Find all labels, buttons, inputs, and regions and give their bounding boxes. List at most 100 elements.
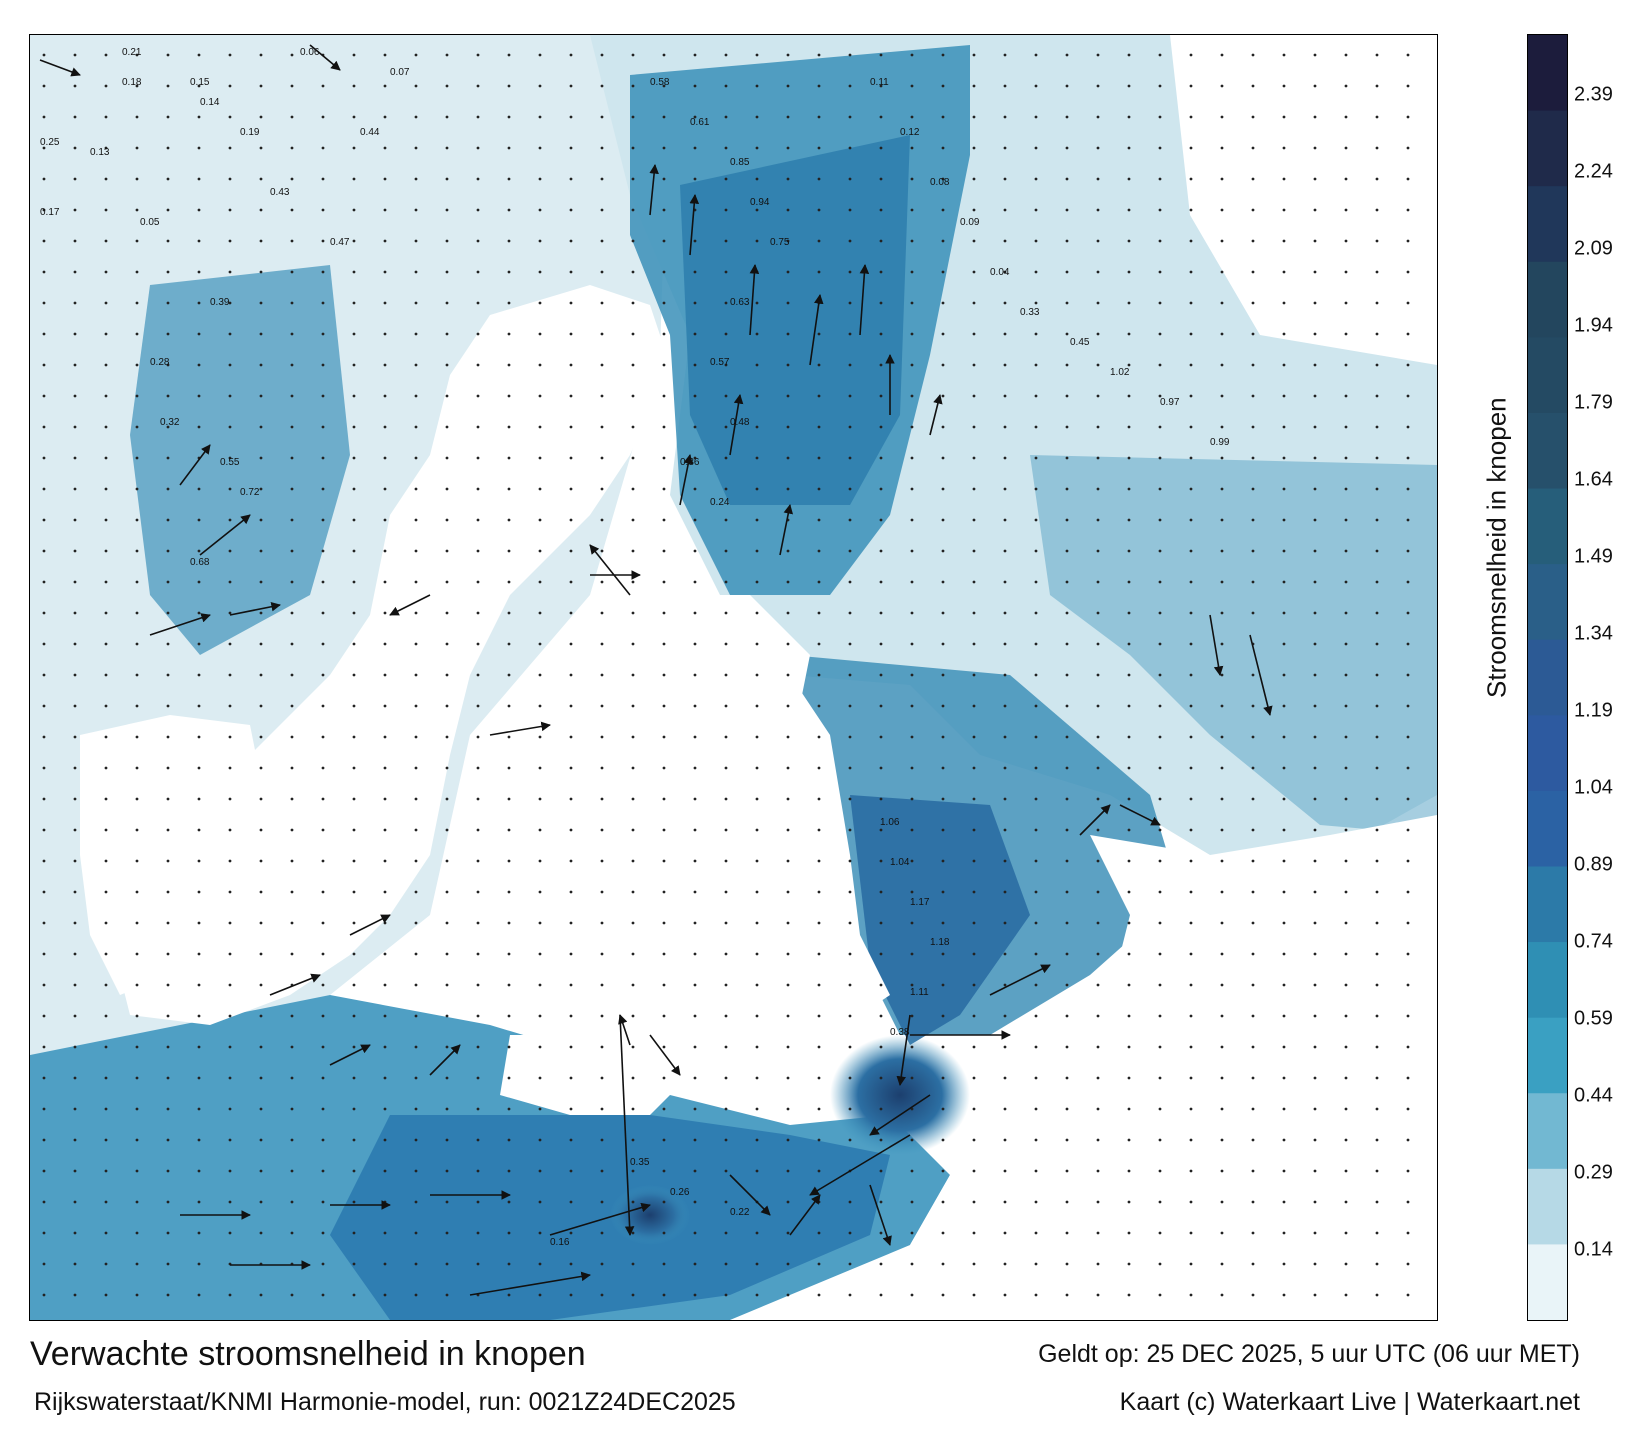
grid-dot — [1034, 983, 1038, 987]
grid-dot — [941, 1107, 945, 1111]
grid-dot — [1034, 1200, 1038, 1204]
grid-dot — [476, 487, 480, 491]
grid-dot — [1127, 1200, 1131, 1204]
grid-dot — [538, 425, 542, 429]
grid-dot — [476, 704, 480, 708]
grid-dot — [197, 580, 201, 584]
grid-dot — [1344, 1138, 1348, 1142]
grid-dot — [445, 518, 449, 522]
grid-dot — [817, 177, 821, 181]
grid-dot — [817, 1107, 821, 1111]
grid-dot — [755, 332, 759, 336]
grid-dot — [352, 797, 356, 801]
grid-dot — [1282, 363, 1286, 367]
grid-dot — [383, 1262, 387, 1266]
grid-dot — [724, 797, 728, 801]
grid-dot — [1406, 363, 1410, 367]
grid-dot — [383, 549, 387, 553]
grid-dot — [1096, 1045, 1100, 1049]
grid-dot — [1251, 394, 1255, 398]
grid-dot — [73, 425, 77, 429]
grid-dot — [104, 115, 108, 119]
grid-dot — [1375, 704, 1379, 708]
grid-dot — [197, 1076, 201, 1080]
grid-dot — [910, 983, 914, 987]
grid-dot — [259, 580, 263, 584]
grid-dot — [383, 84, 387, 88]
grid-dot — [1127, 518, 1131, 522]
grid-dot — [1282, 239, 1286, 243]
grid-dot — [166, 270, 170, 274]
grid-dot — [1282, 704, 1286, 708]
grid-dot — [197, 797, 201, 801]
grid-dot — [972, 1293, 976, 1297]
grid-dot — [972, 1076, 976, 1080]
grid-dot — [445, 704, 449, 708]
grid-dot — [321, 146, 325, 150]
grid-dot — [724, 952, 728, 956]
grid-dot — [42, 84, 46, 88]
grid-dot — [600, 1231, 604, 1235]
grid-dot — [1251, 146, 1255, 150]
grid-dot — [166, 1231, 170, 1235]
grid-dot — [817, 84, 821, 88]
grid-dot — [414, 177, 418, 181]
grid-dot — [73, 146, 77, 150]
grid-dot — [197, 1169, 201, 1173]
grid-dot — [972, 425, 976, 429]
grid-dot — [104, 1169, 108, 1173]
grid-dot — [445, 1169, 449, 1173]
grid-dot — [631, 1138, 635, 1142]
grid-dot — [42, 611, 46, 615]
grid-dot — [941, 735, 945, 739]
grid-dot — [786, 1293, 790, 1297]
grid-dot — [445, 239, 449, 243]
grid-dot — [1313, 115, 1317, 119]
grid-dot — [538, 1293, 542, 1297]
grid-dot — [228, 549, 232, 553]
grid-dot — [228, 239, 232, 243]
grid-dot — [569, 208, 573, 212]
grid-dot — [445, 952, 449, 956]
grid-dot — [1313, 673, 1317, 677]
grid-dot — [414, 208, 418, 212]
grid-dot — [1189, 797, 1193, 801]
grid-dot — [104, 1014, 108, 1018]
speed-label: 0.43 — [270, 187, 290, 198]
grid-dot — [1282, 921, 1286, 925]
grid-dot — [941, 859, 945, 863]
grid-dot — [197, 208, 201, 212]
speed-label: 0.63 — [730, 297, 750, 308]
grid-dot — [1158, 1231, 1162, 1235]
grid-dot — [42, 735, 46, 739]
grid-dot — [972, 549, 976, 553]
grid-dot — [352, 952, 356, 956]
grid-dot — [600, 53, 604, 57]
credit-link[interactable]: Kaart (c) Waterkaart Live | Waterkaart.n… — [1119, 1388, 1580, 1416]
grid-dot — [135, 797, 139, 801]
grid-dot — [445, 1262, 449, 1266]
grid-dot — [1003, 332, 1007, 336]
current-speed-map[interactable]: 0.21 0.18 0.15 0.14 0.13 0.25 0.17 0.05 0.06 0.07… — [29, 34, 1438, 1321]
grid-dot — [1158, 270, 1162, 274]
grid-dot — [1313, 1107, 1317, 1111]
current-arrow — [679, 454, 694, 506]
grid-dot — [600, 766, 604, 770]
grid-dot — [166, 1293, 170, 1297]
grid-dot — [414, 146, 418, 150]
speed-label: 0.35 — [630, 1157, 650, 1168]
grid-dot — [104, 611, 108, 615]
grid-dot — [1127, 1138, 1131, 1142]
grid-dot — [693, 952, 697, 956]
grid-dot — [383, 1107, 387, 1111]
grid-dot — [879, 921, 883, 925]
colorbar-swatch — [1528, 866, 1567, 944]
grid-dot — [755, 766, 759, 770]
grid-dot — [817, 1138, 821, 1142]
grid-dot — [1003, 84, 1007, 88]
grid-dot — [1096, 518, 1100, 522]
grid-dot — [73, 84, 77, 88]
grid-dot — [1220, 580, 1224, 584]
grid-dot — [1127, 84, 1131, 88]
grid-dot — [600, 952, 604, 956]
